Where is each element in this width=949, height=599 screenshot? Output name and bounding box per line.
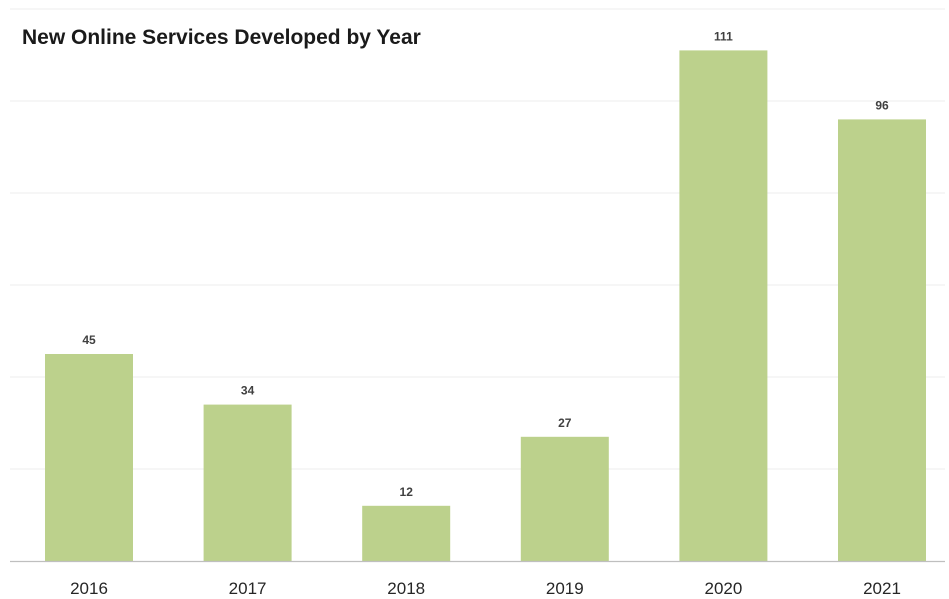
gridlines <box>10 8 945 470</box>
x-tick-labels: 2016 2017 2018 2019 2020 2021 <box>70 579 901 598</box>
data-labels: 45 34 12 27 111 96 <box>82 29 889 498</box>
x-tick-2019: 2019 <box>546 579 584 598</box>
data-label-2020: 111 <box>714 29 733 43</box>
x-tick-2020: 2020 <box>704 579 742 598</box>
x-tick-2018: 2018 <box>387 579 425 598</box>
bars <box>45 50 926 562</box>
data-label-2021: 96 <box>875 98 889 112</box>
bar-2017 <box>203 404 292 561</box>
bar-2019 <box>520 436 609 561</box>
data-label-2018: 12 <box>400 485 414 499</box>
bar-2018 <box>362 505 451 561</box>
bar-2021 <box>838 119 926 562</box>
chart-title: New Online Services Developed by Year <box>22 26 421 49</box>
x-tick-2017: 2017 <box>229 579 267 598</box>
data-label-2019: 27 <box>558 416 572 430</box>
x-tick-2016: 2016 <box>70 579 108 598</box>
bar-2020 <box>679 50 768 562</box>
data-label-2016: 45 <box>82 333 96 347</box>
bar-2016 <box>45 354 133 561</box>
x-tick-2021: 2021 <box>863 579 901 598</box>
data-label-2017: 34 <box>241 384 255 398</box>
